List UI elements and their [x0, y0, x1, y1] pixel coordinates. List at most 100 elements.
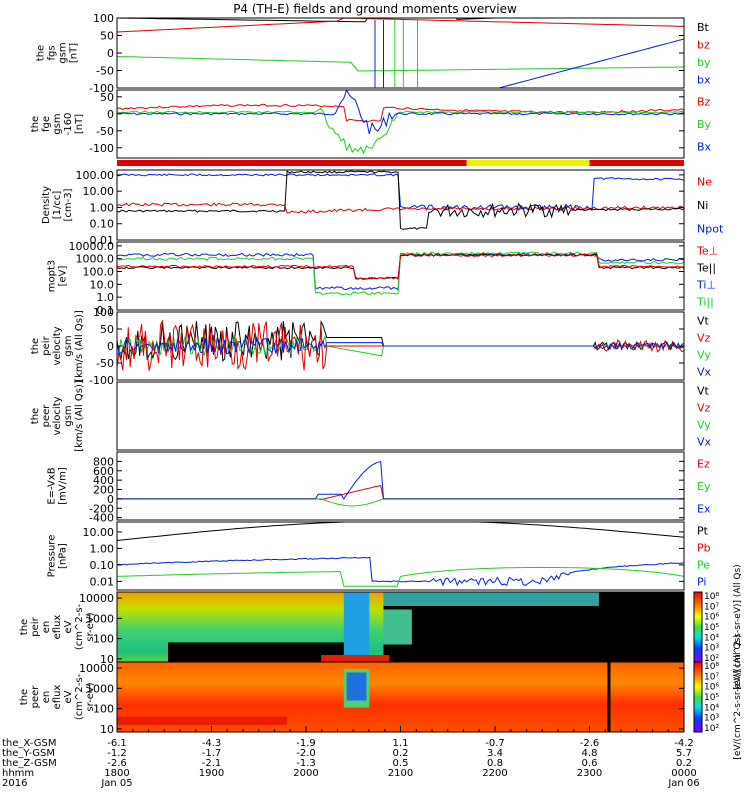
y-tick-label: 100 [93, 633, 114, 646]
x-tick-label: -4.2 [674, 738, 694, 749]
y-axis-label: [nPa] [58, 543, 69, 569]
mode-bar [117, 160, 684, 166]
panel-peirspec: 10000 1000 100 10 the peir en eflux eV (cm^2-s-sr… [19, 591, 685, 666]
y-axis-label: peer [41, 404, 52, 428]
y-tick-label: -50 [96, 357, 114, 370]
colorbar-tick-label: 10⁸ [704, 592, 719, 602]
y-axis-label: mopt3 [47, 260, 58, 293]
panel-peerspec: 10000 1000 100 10 the peer en eflux eV (cm^2-s-sr… [19, 661, 685, 736]
y-axis-label: Density [41, 186, 52, 224]
x-row-label: hhmm [2, 768, 34, 779]
y-tick-label: 10.00 [83, 185, 115, 198]
x-axis: the_X-GSM -6.1 -4.3 -1.9 1.1 -0.7 -2.6 -4.2 the_… [2, 726, 700, 789]
y-axis-label: eV [63, 620, 74, 633]
series-line [117, 90, 684, 135]
panel-peir: 100 50 0 -50 -100 the peir velocity gsm [km/s (Al… [30, 306, 712, 387]
x-tick-label: -2.6 [107, 758, 127, 769]
legend-entry: bx [697, 73, 711, 86]
legend-entry: Ti|| [696, 296, 714, 309]
x-tick-label: -1.9 [296, 738, 316, 749]
spectrogram-band [383, 592, 599, 606]
series-line [117, 522, 684, 541]
legend-entry: Ez [697, 457, 710, 470]
y-axis-label: the [30, 338, 41, 354]
series-line [117, 556, 684, 587]
colorbar-tick-label: 10⁴ [704, 633, 719, 643]
spectrogram-band [117, 716, 288, 725]
panel-frame [116, 381, 685, 451]
y-axis-label: fgs [47, 45, 58, 60]
panel-frame [116, 451, 685, 521]
panel-frame [116, 241, 685, 311]
y-axis-label: [nT] [69, 43, 80, 63]
y-tick-label: -100 [89, 82, 114, 95]
y-tick-label: 0.01 [90, 575, 115, 588]
panel-frame [116, 169, 685, 241]
mode-bar-segment [466, 160, 590, 166]
series-line [117, 170, 684, 230]
colorbar-tick-label: 10⁷ [704, 602, 719, 612]
x-tick-label: -1.7 [202, 748, 222, 759]
legend-entry: Ti⊥ [696, 279, 716, 292]
colorbar-tick-label: 10⁶ [704, 683, 719, 693]
legend-entry: Bz [697, 95, 711, 108]
legend-entry: Te|| [696, 262, 716, 275]
spectrogram-band [343, 592, 370, 659]
legend-entry: Pe [697, 559, 710, 572]
y-axis-label: the [36, 45, 47, 61]
y-axis-label: E=-VxB [47, 467, 58, 504]
colorbar-tick-label: 10³ [704, 644, 719, 654]
legend-entry: Npot [697, 222, 724, 235]
spectrogram-band [346, 672, 367, 701]
y-tick-label: 1000 [86, 612, 114, 625]
x-tick-label: 1900 [199, 768, 224, 779]
x-tick-label: 3.4 [487, 748, 503, 759]
y-axis-label: (cm^2-s- [74, 603, 85, 650]
x-tick-label: 2000 [293, 768, 318, 779]
panel-pressure: 10.00 1.00 0.10 0.01 Pressure [nPa] Pt Pb Pe Pi [47, 521, 711, 591]
y-tick-label: -50 [96, 125, 114, 138]
y-axis-label: the [30, 408, 41, 424]
series-line [117, 56, 684, 72]
y-tick-label: 100 [93, 703, 114, 716]
y-axis-label: en [41, 621, 52, 634]
y-axis-label: sr-eV) [85, 612, 96, 641]
y-axis-label: fge [41, 116, 52, 132]
x-tick-label: 1800 [104, 768, 129, 779]
y-axis-label: [cm-3] [63, 188, 74, 221]
y-tick-label: 50 [100, 323, 114, 336]
x-tick-label: 0.2 [676, 758, 692, 769]
legend-entry: Vx [697, 366, 712, 379]
legend-entry: Ex [697, 503, 711, 516]
x-tick-label: -1.3 [296, 758, 316, 769]
y-tick-label: -200 [89, 502, 114, 515]
legend-entry: Ne [697, 176, 712, 189]
y-axis-label: eflux [52, 615, 63, 640]
legend-entry: Vz [697, 402, 711, 415]
panel-frame [116, 89, 685, 159]
legend-entry: Pb [697, 542, 711, 555]
y-tick-label: -400 [89, 512, 114, 525]
y-tick-label: -100 [89, 142, 114, 155]
y-tick-label: 0 [107, 47, 114, 60]
series-line [117, 319, 684, 362]
y-axis-label: velocity [52, 396, 63, 435]
legend-entry: Bx [697, 141, 712, 154]
series-line [117, 107, 684, 155]
x-row-label: the_Y-GSM [2, 748, 55, 759]
y-axis-label: peir [41, 335, 52, 355]
y-tick-label: 0.10 [90, 218, 115, 231]
colorbar [693, 661, 703, 733]
y-axis-label: velocity [52, 326, 63, 365]
y-tick-label: 600 [93, 465, 114, 478]
x-tick-label: -2.6 [580, 738, 600, 749]
series-line [117, 460, 684, 500]
series-line [117, 253, 684, 280]
panel-density: 100.00 10.00 1.00 0.10 0.01 Density [1/cc] [cm-… [41, 169, 724, 247]
y-tick-label: 10.00 [83, 526, 115, 539]
y-tick-label: 10000 [79, 592, 114, 605]
legend-entry: Vy [697, 419, 711, 432]
x-row-label: the_Z-GSM [2, 758, 57, 769]
